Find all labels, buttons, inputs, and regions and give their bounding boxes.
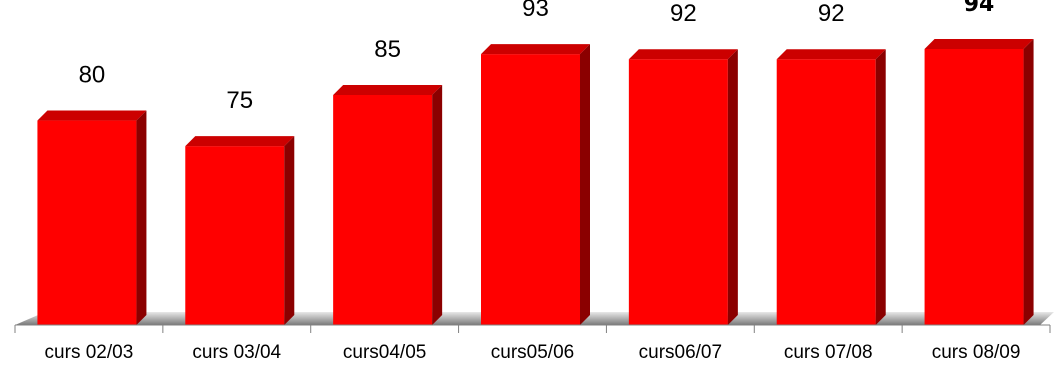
- data-label: 94: [964, 0, 995, 17]
- bar-side: [432, 85, 443, 325]
- x-tick-label: curs06/07: [639, 342, 722, 363]
- bar: [628, 49, 738, 325]
- data-labels: 80 75 85 93 92 92 94: [79, 0, 995, 114]
- x-axis: [14, 324, 1051, 333]
- bar-side: [284, 136, 295, 325]
- bar-side: [136, 110, 147, 325]
- bar: [37, 110, 147, 325]
- bar: [924, 39, 1034, 325]
- x-tick-labels: curs 02/03 curs 03/04 curs04/05 curs05/06 cu…: [45, 342, 1021, 363]
- bar: [481, 44, 590, 325]
- data-label: 80: [79, 62, 106, 89]
- x-tick-label: curs05/06: [491, 342, 574, 363]
- x-tick-label: curs 03/04: [192, 342, 281, 363]
- bar-top: [776, 49, 886, 60]
- bar-side: [875, 49, 886, 325]
- bar-top: [37, 110, 147, 121]
- bar-front: [924, 49, 1024, 325]
- bar-front: [628, 59, 728, 325]
- x-tick-label: curs 02/03: [45, 342, 134, 363]
- x-tick-label: curs 08/09: [932, 342, 1021, 363]
- bars: [37, 39, 1034, 325]
- bar-front: [185, 146, 285, 325]
- bar-top: [333, 85, 443, 95]
- bar-top: [185, 136, 295, 147]
- x-tick-label: curs 07/08: [784, 342, 873, 363]
- bar-front: [776, 59, 876, 325]
- data-label: 92: [818, 0, 845, 27]
- bar-front: [333, 95, 433, 325]
- bar-top: [628, 49, 738, 60]
- bar: [185, 136, 295, 325]
- bar-front: [37, 120, 137, 325]
- bar-front: [481, 54, 580, 325]
- bar-side: [1023, 39, 1034, 325]
- bar-side: [580, 44, 590, 325]
- bar-top: [924, 39, 1034, 49]
- bar: [776, 49, 886, 325]
- bar: [333, 85, 443, 325]
- data-label: 85: [374, 36, 401, 63]
- bar-top: [481, 44, 590, 55]
- data-label: 93: [522, 0, 549, 22]
- data-label: 75: [226, 87, 253, 114]
- bar-side: [727, 49, 738, 325]
- x-tick-label: curs04/05: [343, 342, 426, 363]
- data-label: 92: [670, 0, 697, 27]
